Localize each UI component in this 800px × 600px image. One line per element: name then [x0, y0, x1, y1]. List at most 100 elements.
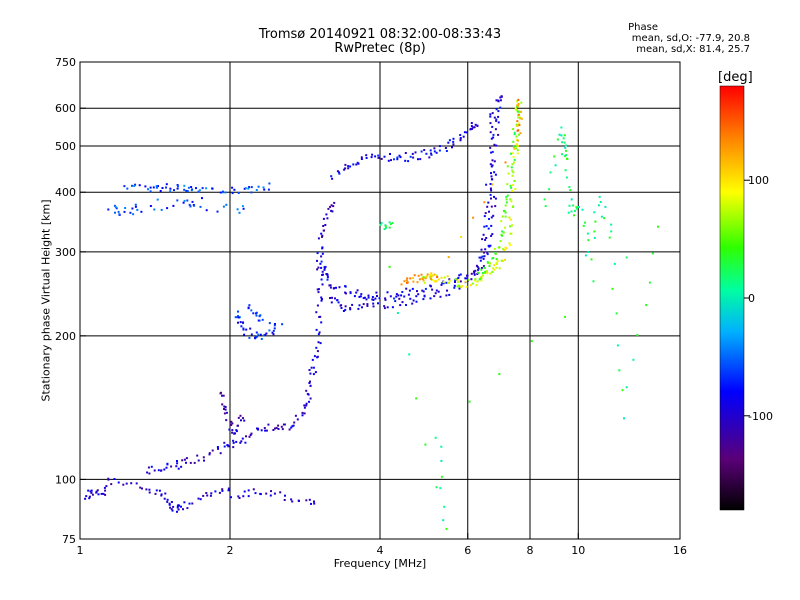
x-tick-label: 1	[77, 544, 84, 557]
echo-point	[159, 190, 162, 192]
echo-point	[205, 209, 208, 212]
echo-point	[171, 509, 174, 512]
echo-point	[117, 210, 120, 213]
echo-point	[573, 214, 575, 217]
echo-point	[590, 258, 593, 261]
echo-point	[135, 482, 138, 485]
echo-point	[458, 274, 461, 277]
echo-point	[413, 274, 416, 277]
echo-point	[610, 223, 613, 226]
echo-point	[469, 284, 472, 287]
echo-point	[473, 126, 476, 129]
echo-point	[183, 458, 186, 461]
echo-point	[259, 492, 262, 495]
echo-point	[416, 290, 418, 293]
echo-point	[211, 187, 214, 190]
echo-point	[188, 502, 191, 505]
echo-point	[487, 261, 489, 264]
echo-point	[491, 112, 494, 115]
echo-point	[344, 167, 347, 170]
echo-point	[372, 305, 375, 308]
echo-point	[417, 293, 420, 296]
echo-point	[470, 122, 473, 124]
echo-point	[504, 246, 507, 249]
echo-point	[166, 498, 169, 501]
echo-point	[319, 262, 322, 265]
echo-point	[255, 312, 257, 315]
echo-point	[400, 294, 403, 297]
echo-point	[358, 295, 361, 298]
echo-point	[242, 327, 245, 330]
echo-point	[100, 492, 103, 495]
echo-point	[512, 161, 515, 164]
echo-point	[170, 508, 173, 511]
echo-point	[155, 185, 158, 187]
echo-point	[471, 282, 474, 285]
echo-point	[275, 426, 278, 429]
echo-point	[495, 118, 498, 121]
echo-point	[232, 441, 235, 444]
echo-point	[222, 205, 225, 208]
echo-point	[177, 504, 180, 507]
echo-point	[515, 143, 518, 146]
echo-point	[430, 272, 433, 275]
echo-point	[504, 211, 507, 214]
chart-title: Tromsø 20140921 08:32:00-08:33:43	[258, 27, 502, 42]
echo-point	[478, 256, 481, 259]
echo-point	[512, 145, 515, 148]
x-tick-label: 4	[377, 544, 384, 557]
echo-point	[438, 149, 441, 152]
echo-point	[365, 298, 368, 301]
echo-point	[224, 406, 227, 408]
echo-point	[376, 295, 378, 297]
echo-point	[290, 426, 293, 429]
echo-point	[231, 422, 234, 425]
echo-point	[412, 277, 414, 280]
echo-point	[340, 307, 343, 309]
echo-point	[308, 382, 311, 384]
y-tick-label: 100	[55, 473, 76, 486]
echo-point	[425, 276, 428, 279]
echo-point	[312, 366, 315, 369]
echo-point	[351, 303, 354, 306]
echo-point	[459, 139, 462, 142]
echo-point	[316, 268, 319, 271]
echo-point	[260, 338, 263, 340]
echo-point	[564, 146, 567, 149]
echo-point	[480, 248, 483, 251]
echo-point	[446, 289, 448, 292]
echo-point	[453, 284, 456, 287]
echo-point	[160, 494, 163, 497]
echo-point	[318, 331, 321, 334]
echo-point	[320, 255, 323, 258]
echo-point	[616, 344, 619, 347]
echo-point	[329, 297, 331, 299]
echo-point	[517, 102, 520, 105]
echo-point	[255, 314, 258, 317]
echo-point	[196, 454, 199, 457]
echo-point	[227, 445, 230, 448]
echo-point	[553, 155, 556, 158]
echo-point	[219, 392, 222, 395]
echo-point	[321, 270, 324, 273]
echo-point	[490, 197, 492, 200]
echo-point	[491, 164, 494, 167]
echo-point	[321, 234, 324, 237]
echo-point	[242, 495, 245, 498]
echo-point	[511, 224, 514, 227]
echo-point	[491, 150, 494, 153]
echo-point	[468, 400, 471, 403]
echo-point	[429, 149, 432, 152]
echo-point	[311, 358, 314, 361]
echo-point	[353, 295, 356, 298]
echo-point	[250, 186, 253, 189]
echo-point	[473, 272, 476, 274]
echo-point	[89, 490, 92, 493]
echo-point	[321, 298, 323, 301]
echo-point	[510, 200, 513, 203]
echo-point	[186, 199, 189, 202]
echo-point	[188, 203, 191, 206]
echo-point	[205, 492, 208, 494]
echo-point	[88, 497, 91, 500]
echo-point	[475, 264, 478, 267]
